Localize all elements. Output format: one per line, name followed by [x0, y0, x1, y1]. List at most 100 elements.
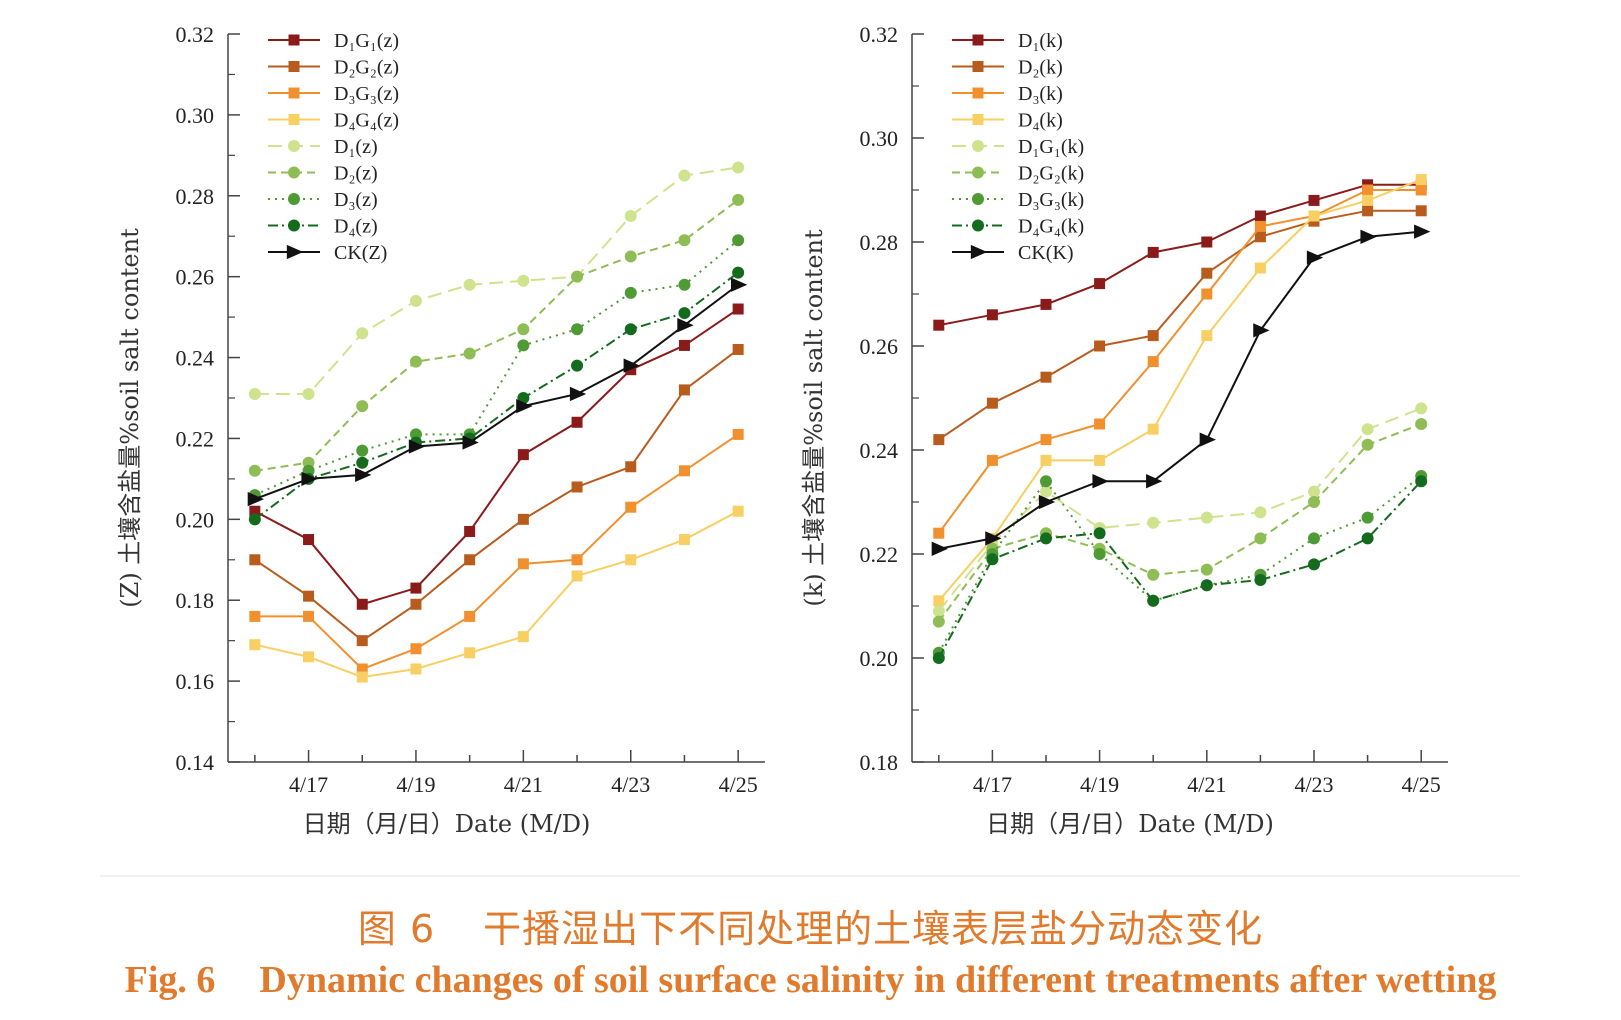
- legend-swatch-marker: [288, 140, 300, 152]
- data-point: [410, 643, 422, 655]
- legend: D₁(k) D₂(k) D₃(k) D₄(k) D₁G₁(k) D₂G₂(k) D₃G₃(k…: [952, 30, 1084, 264]
- data-point: [303, 590, 315, 602]
- legend-swatch-marker: [288, 61, 300, 72]
- y-tick-label: 0.32: [860, 22, 899, 47]
- data-point: [732, 303, 744, 315]
- data-point: [410, 582, 422, 594]
- data-point: [986, 309, 998, 321]
- data-point: [1094, 340, 1106, 352]
- data-point: [732, 343, 744, 355]
- x-tick-label: 4/17: [973, 772, 1012, 797]
- data-point: [248, 387, 261, 400]
- series-z-2: [249, 428, 744, 675]
- data-point: [1361, 511, 1374, 524]
- data-point: [410, 663, 422, 675]
- x-tick-label: 4/21: [504, 772, 543, 797]
- data-point: [931, 541, 948, 556]
- legend-swatch-marker: [972, 166, 984, 179]
- series-line: [938, 178, 1422, 602]
- y-tick-label: 0.14: [176, 750, 215, 775]
- data-point: [355, 467, 372, 482]
- data-point: [1361, 438, 1374, 451]
- data-point: [623, 358, 640, 373]
- data-point: [356, 456, 369, 469]
- data-point: [1415, 402, 1428, 415]
- y-tick-label: 0.30: [176, 103, 215, 128]
- data-point: [517, 449, 529, 461]
- data-point: [1254, 532, 1267, 545]
- data-point: [678, 465, 690, 477]
- data-point: [356, 327, 369, 340]
- series-k-2: [933, 184, 1427, 539]
- data-point: [1308, 210, 1320, 222]
- series-line: [938, 230, 1422, 550]
- x-axis-title: 日期（月/日）Date (M/D): [303, 810, 591, 838]
- chart-panel-k: 0.18 0.20 0.22 0.24 0.26 0.28 0.30 0.32 4/17 4/19…: [800, 22, 1448, 838]
- data-point: [624, 250, 637, 263]
- legend-entry: D₄G₄(z): [334, 110, 399, 132]
- data-point: [1093, 548, 1106, 560]
- data-point: [464, 610, 476, 622]
- legend-swatch-marker: [288, 193, 300, 205]
- data-point: [571, 270, 584, 283]
- data-point: [408, 439, 426, 454]
- y-axis-title: (k) 土壤含盐量%soil salt content: [800, 229, 828, 607]
- series-line: [254, 283, 739, 501]
- series-line: [938, 209, 1422, 441]
- data-point: [1200, 563, 1213, 576]
- legend-entry: D₃G₃(z): [334, 83, 399, 105]
- data-point: [625, 461, 637, 473]
- data-point: [732, 161, 745, 174]
- data-point: [1040, 485, 1052, 498]
- data-point: [1415, 475, 1428, 488]
- data-point: [248, 513, 261, 526]
- data-point: [409, 294, 422, 307]
- data-point: [302, 387, 315, 400]
- data-point: [1254, 210, 1266, 222]
- data-point: [1038, 494, 1056, 510]
- legend-swatch-marker: [972, 193, 984, 205]
- data-point: [732, 266, 745, 279]
- data-point: [1414, 224, 1431, 239]
- data-point: [1360, 229, 1377, 244]
- data-point: [1362, 194, 1374, 206]
- legend-entry: D₂(k): [1018, 57, 1063, 79]
- series-line: [254, 433, 739, 670]
- data-point: [986, 397, 998, 409]
- data-point: [678, 307, 691, 320]
- legend-swatch-marker: [286, 244, 304, 260]
- data-point: [464, 647, 476, 659]
- legend-entry: CK(K): [1018, 242, 1074, 264]
- y-tick-label: 0.22: [860, 542, 899, 567]
- caption-cn-text: 干播湿出下不同处理的土壤表层盐分动态变化: [483, 907, 1264, 951]
- data-point: [932, 605, 945, 618]
- data-point: [569, 386, 587, 402]
- series-z-4: [248, 161, 745, 400]
- data-point: [1147, 246, 1159, 258]
- legend-swatch-marker: [972, 219, 984, 232]
- y-tick-label: 0.30: [860, 126, 899, 151]
- legend-entry: D₃(k): [1018, 83, 1063, 105]
- data-point: [249, 554, 261, 566]
- data-point: [1361, 532, 1374, 545]
- data-point: [1040, 454, 1052, 466]
- series-line: [254, 308, 739, 606]
- data-point: [571, 481, 583, 493]
- x-tick-label: 4/23: [611, 772, 650, 797]
- data-point: [1306, 250, 1324, 265]
- legend-entry: D₄(z): [334, 216, 378, 238]
- data-point: [1147, 330, 1159, 342]
- x-tick-label: 4/17: [289, 772, 328, 797]
- data-point: [677, 318, 694, 333]
- legend-swatch-marker: [972, 140, 984, 152]
- data-point: [1362, 184, 1374, 196]
- data-point: [517, 631, 529, 643]
- data-point: [1094, 278, 1106, 290]
- data-point: [464, 525, 476, 537]
- data-point: [356, 671, 368, 683]
- legend-entry: D₄(k): [1018, 110, 1063, 132]
- series-line: [937, 475, 1422, 654]
- data-point: [517, 323, 530, 336]
- series-k-3: [933, 174, 1427, 607]
- legend-swatch-marker: [288, 87, 300, 99]
